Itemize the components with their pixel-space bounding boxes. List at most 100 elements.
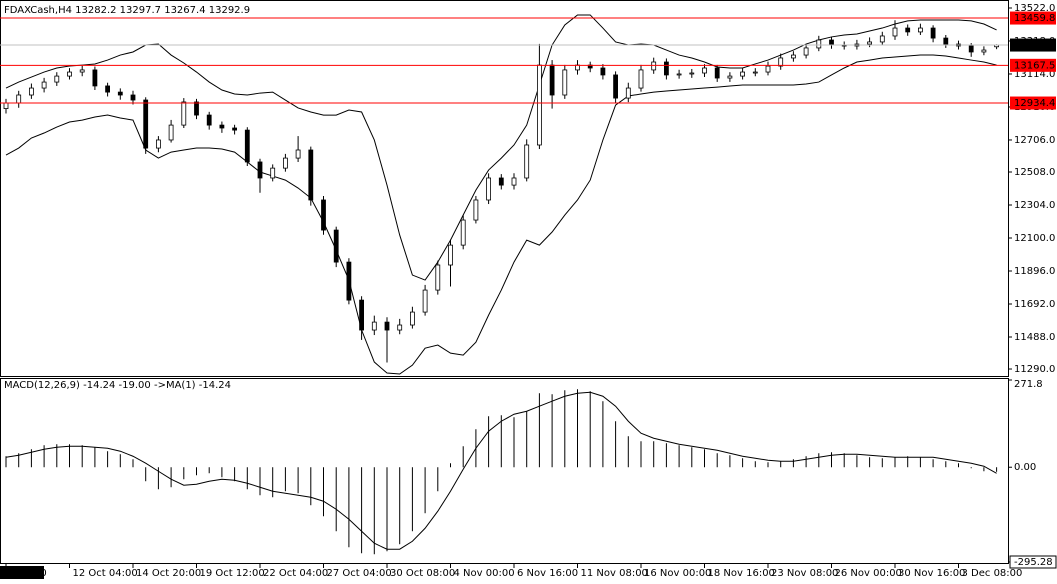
x-tick-label: 27 Oct 04:00 [327,568,392,579]
candle-body [346,261,352,301]
candle-body [168,124,174,141]
candle-body [41,81,47,89]
x-tick-label: 14 Oct 20:00 [136,568,201,579]
candle-body [892,27,898,37]
current-price-box [1010,38,1056,52]
candle-body [105,85,110,93]
candle-body [422,289,428,313]
candle-body [816,39,822,49]
candle-body [435,264,441,291]
candle-body [181,101,187,126]
candle-body [930,27,936,39]
x-tick-label: 4 Nov 00:00 [454,568,515,579]
x-tick-label: 07 12:00 [2,568,47,579]
level-box [1010,11,1056,25]
candle-body [397,324,403,331]
candle-body [384,321,390,331]
y-tick-label: 11488.0 [1014,332,1055,343]
macd-frame [0,378,1009,564]
candle-body [321,199,326,231]
x-tick-label: 30 Nov 16:00 [898,568,965,579]
candle-body [498,177,504,186]
candle-body [562,69,568,96]
y-tick-label: 12508.0 [1014,167,1055,178]
signal-line [5,391,997,550]
x-tick-label: 11 Nov 08:00 [581,568,648,579]
candle-body [54,75,60,83]
candle-body [778,57,784,67]
candle-body [524,144,530,179]
level-label: 12934.4 [1014,98,1055,109]
y-tick-label: 12304.0 [1014,200,1055,211]
candle-body [79,69,85,73]
candle-body [511,177,517,186]
candle-body [689,72,695,75]
candle-body [600,67,606,76]
bollinger-band [5,54,997,375]
candle-body [803,47,809,56]
candle-body [130,94,136,101]
y-tick-box [1009,555,1057,569]
x-label-box [0,566,44,579]
y-tick-label: 11290.0 [1014,364,1055,375]
y-tick-label: 11896.0 [1014,266,1055,277]
candle-body [664,61,669,76]
candle-body [28,87,34,96]
candle-body [308,149,314,201]
candle-body [232,127,238,131]
candle-body [359,299,365,331]
candle-body [143,99,149,149]
candle-body [409,311,415,326]
candle-body [879,35,885,43]
x-tick-label: 12 Oct 04:00 [73,568,138,579]
macd-title-bg [2,379,202,391]
candle-body [117,91,123,96]
candle-body [92,69,98,87]
candle-body [829,39,834,46]
y-tick-label: 13522.0 [1014,3,1055,14]
x-tick-label: 6 Nov 16:00 [517,568,578,579]
candle-body [16,94,22,104]
candle-body [219,124,225,129]
candle-body [155,139,161,149]
candle-body [206,114,212,126]
candle-body [194,101,199,116]
candle-body [549,64,555,96]
candle-body [943,37,949,45]
level-label: 13459.8 [1014,13,1055,24]
candle-body [3,102,9,109]
candle-body [295,149,301,159]
macd-title: MACD(12,26,9) -14.24 -19.00 ->MA(1) -14.… [4,380,231,391]
candle-body [752,71,758,74]
candle-body [333,229,339,263]
y-tick-label: 0.00 [1014,462,1036,473]
x-tick-label: 22 Oct 04:00 [263,568,328,579]
candle-body [638,69,644,89]
candle-body [448,244,453,266]
x-tick-label: 18 Nov 16:00 [708,568,775,579]
candle-body [651,61,657,71]
candle-body [676,73,682,76]
y-tick-label: -295.28 [1014,557,1053,568]
candle-body [270,167,276,179]
x-tick-label: 30 Oct 08:00 [390,568,455,579]
candle-body [486,177,492,201]
candle-body [460,219,466,246]
candle-body [625,87,631,99]
candle-body [765,65,771,73]
candle-body [740,71,745,77]
level-box [1010,58,1056,72]
candle-body [282,157,288,169]
y-tick-label: 13114.0 [1014,69,1055,80]
main-frame [0,0,1009,377]
candle-body [473,199,479,221]
candle-body [613,74,618,99]
candle-body [244,129,250,163]
x-tick-label: 19 Oct 12:00 [200,568,265,579]
y-tick-label: 12706.0 [1014,135,1055,146]
candle-body [918,27,923,33]
current-price-label: 13292.9 [1014,40,1055,51]
